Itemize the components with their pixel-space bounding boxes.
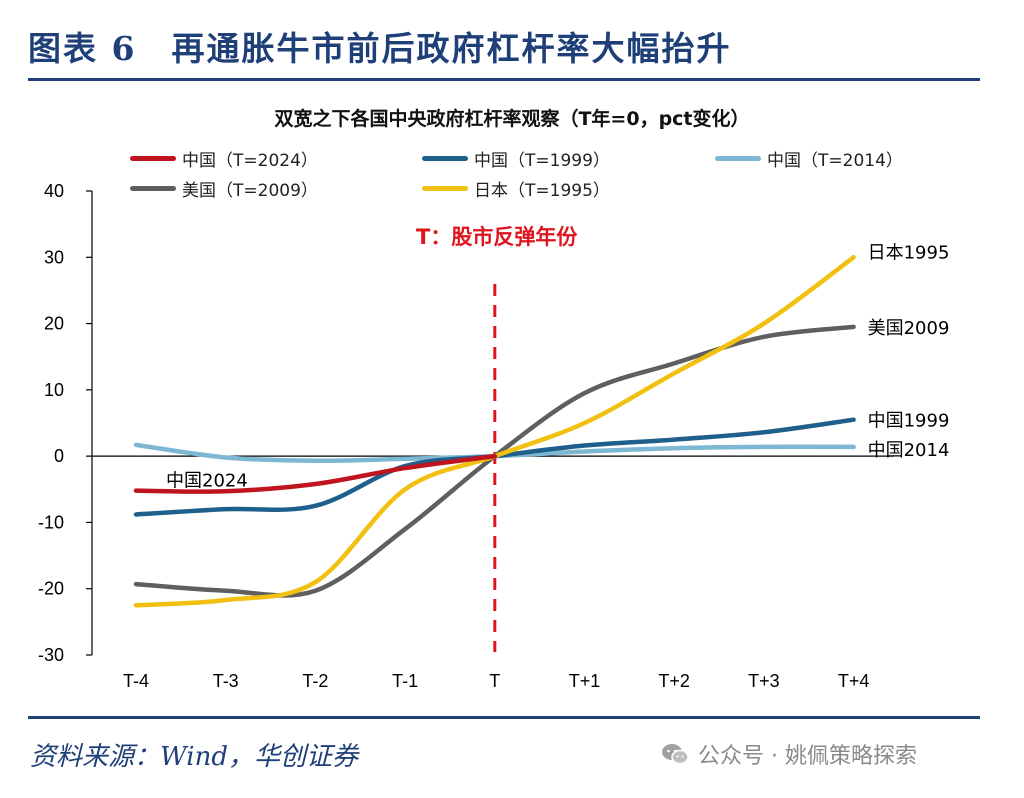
legend-label: 中国（T=1999） [474,150,610,171]
series-end-label: 中国2014 [868,440,950,461]
legend-label: 中国（T=2014） [767,150,903,171]
series-end-label: 日本1995 [868,242,950,263]
y-tick-label: 40 [44,181,64,201]
legend-item: 日本（T=1995） [422,175,610,201]
y-tick-label: 30 [44,247,64,267]
legend-label: 美国（T=2009） [182,180,318,201]
y-tick-label: 10 [44,380,64,400]
y-tick-label: -20 [38,579,64,599]
legend-swatch [422,155,468,161]
chart-title: 双宽之下各国中央政府杠杆率观察（T年=0，pct变化） [274,108,750,130]
header-rule [28,78,980,81]
x-tick-label: T-2 [302,671,328,691]
legend-item: 美国（T=2009） [130,175,318,201]
x-tick-label: T+1 [569,671,601,691]
y-tick-label: -10 [38,512,64,532]
x-tick-label: T-3 [213,671,239,691]
x-tick-label: T-4 [123,671,149,691]
watermark-text: 公众号 · 姚佩策略探索 [698,744,917,769]
annotation-label: T：股市反弹年份 [416,225,578,249]
x-tick-label: T [489,671,500,691]
y-tick-label: -30 [38,645,64,665]
legend-swatch [130,155,176,161]
legend-swatch [715,155,761,161]
x-tick-label: T+2 [658,671,690,691]
series-end-label: 美国2009 [868,318,950,339]
source-note: 资料来源：Wind，华创证券 [30,742,358,772]
legend-label: 日本（T=1995） [474,180,610,201]
legend-swatch [130,185,176,191]
legend-swatch [422,185,468,191]
legend-label: 中国（T=2024） [182,150,318,171]
x-tick-label: T-1 [392,671,418,691]
footer-rule [28,716,980,719]
series-end-label: 中国1999 [868,411,950,432]
legend-item: 中国（T=2024） [130,145,318,171]
figure-header: 图表 6 再通胀牛市前后政府杠杆率大幅抬升 [28,22,731,72]
series-end-label: 中国2024 [166,471,248,492]
figure-title: 图表 6 再通胀牛市前后政府杠杆率大幅抬升 [28,29,732,68]
chart-legend: 中国（T=2024） 中国（T=1999） 中国（T=2014） 美国（T=20… [130,145,1010,205]
wechat-icon [662,744,689,765]
x-tick-label: T+3 [748,671,780,691]
legend-item: 中国（T=2014） [715,145,903,171]
series-line [133,453,498,494]
y-tick-label: 20 [44,314,64,334]
watermark: 公众号 · 姚佩策略探索 [660,738,917,770]
y-tick-label: 0 [54,446,64,466]
x-tick-label: T+4 [838,671,870,691]
legend-item: 中国（T=1999） [422,145,610,171]
